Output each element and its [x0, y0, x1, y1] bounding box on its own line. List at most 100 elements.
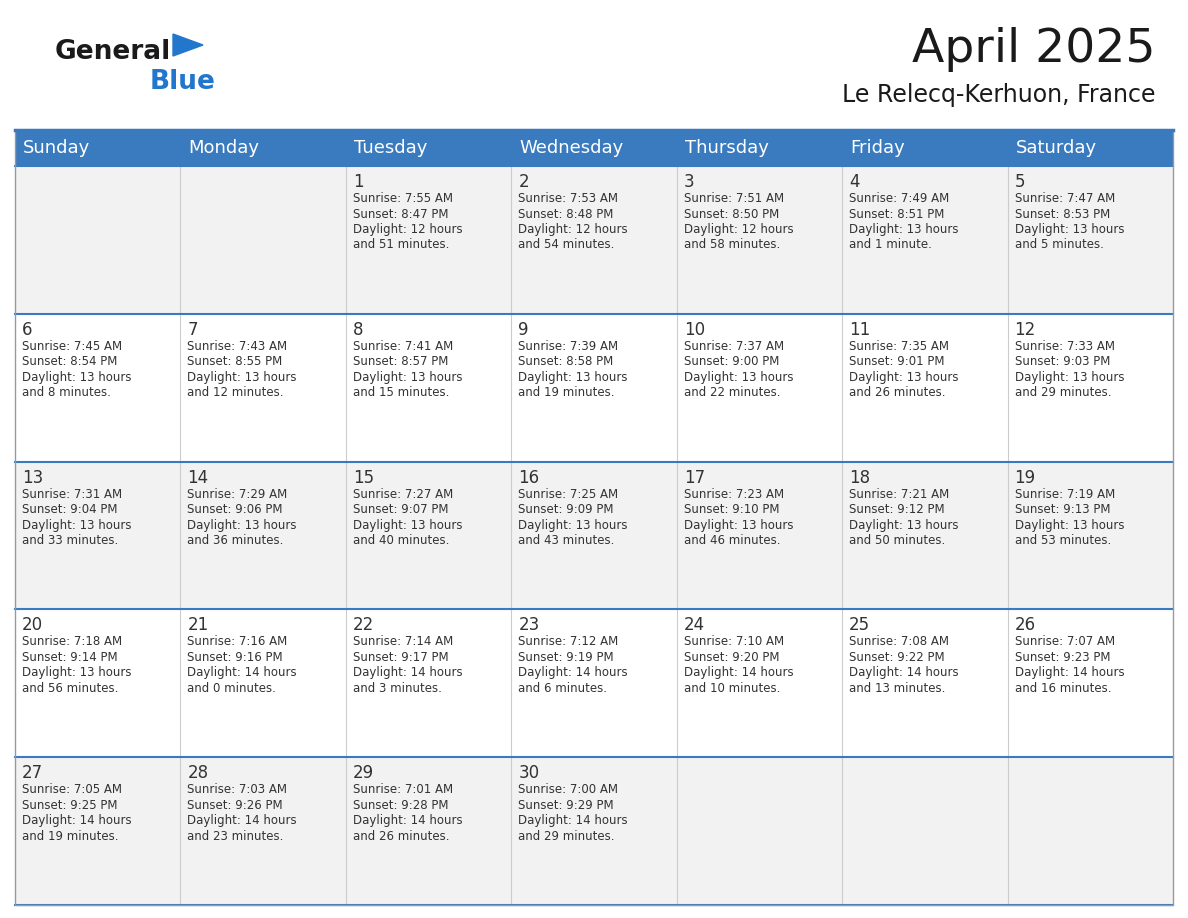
- Text: 9: 9: [518, 320, 529, 339]
- Text: Tuesday: Tuesday: [354, 139, 428, 157]
- Bar: [15, 757, 1173, 905]
- Text: 23: 23: [518, 616, 539, 634]
- Text: 2: 2: [518, 173, 529, 191]
- Text: Blue: Blue: [150, 69, 216, 95]
- Text: Daylight: 14 hours: Daylight: 14 hours: [353, 666, 462, 679]
- Text: Sunset: 8:53 PM: Sunset: 8:53 PM: [1015, 207, 1110, 220]
- Text: Sunrise: 7:19 AM: Sunrise: 7:19 AM: [1015, 487, 1114, 500]
- Text: Sunset: 9:25 PM: Sunset: 9:25 PM: [23, 799, 118, 812]
- Text: Sunset: 8:47 PM: Sunset: 8:47 PM: [353, 207, 448, 220]
- Text: Sunset: 9:12 PM: Sunset: 9:12 PM: [849, 503, 944, 516]
- Text: 24: 24: [684, 616, 704, 634]
- Text: Sunrise: 7:33 AM: Sunrise: 7:33 AM: [1015, 340, 1114, 353]
- Text: and 23 minutes.: and 23 minutes.: [188, 830, 284, 843]
- Text: 21: 21: [188, 616, 209, 634]
- Text: 22: 22: [353, 616, 374, 634]
- Text: 30: 30: [518, 764, 539, 782]
- Text: Sunrise: 7:07 AM: Sunrise: 7:07 AM: [1015, 635, 1114, 648]
- Text: and 33 minutes.: and 33 minutes.: [23, 534, 119, 547]
- Text: General: General: [55, 39, 171, 65]
- Text: Daylight: 14 hours: Daylight: 14 hours: [353, 814, 462, 827]
- Text: Sunset: 9:23 PM: Sunset: 9:23 PM: [1015, 651, 1110, 664]
- Text: Daylight: 14 hours: Daylight: 14 hours: [188, 666, 297, 679]
- Text: and 29 minutes.: and 29 minutes.: [1015, 386, 1111, 399]
- Text: Sunrise: 7:45 AM: Sunrise: 7:45 AM: [23, 340, 122, 353]
- Text: 12: 12: [1015, 320, 1036, 339]
- Text: 28: 28: [188, 764, 209, 782]
- Text: and 56 minutes.: and 56 minutes.: [23, 682, 119, 695]
- Text: and 10 minutes.: and 10 minutes.: [684, 682, 781, 695]
- Text: 19: 19: [1015, 468, 1036, 487]
- Text: Daylight: 13 hours: Daylight: 13 hours: [518, 371, 627, 384]
- Text: Sunset: 9:01 PM: Sunset: 9:01 PM: [849, 355, 944, 368]
- Text: Daylight: 13 hours: Daylight: 13 hours: [518, 519, 627, 532]
- Text: Daylight: 14 hours: Daylight: 14 hours: [188, 814, 297, 827]
- Text: Daylight: 13 hours: Daylight: 13 hours: [188, 519, 297, 532]
- Text: and 5 minutes.: and 5 minutes.: [1015, 239, 1104, 252]
- Text: Sunrise: 7:12 AM: Sunrise: 7:12 AM: [518, 635, 619, 648]
- Text: Saturday: Saturday: [1016, 139, 1097, 157]
- Text: Sunset: 9:28 PM: Sunset: 9:28 PM: [353, 799, 448, 812]
- Text: Sunrise: 7:47 AM: Sunrise: 7:47 AM: [1015, 192, 1114, 205]
- Text: 17: 17: [684, 468, 704, 487]
- Text: and 15 minutes.: and 15 minutes.: [353, 386, 449, 399]
- Text: Sunset: 8:55 PM: Sunset: 8:55 PM: [188, 355, 283, 368]
- Text: Le Relecq-Kerhuon, France: Le Relecq-Kerhuon, France: [841, 83, 1155, 107]
- Text: Friday: Friday: [851, 139, 905, 157]
- Text: Daylight: 13 hours: Daylight: 13 hours: [353, 519, 462, 532]
- Text: 16: 16: [518, 468, 539, 487]
- Text: Sunset: 9:22 PM: Sunset: 9:22 PM: [849, 651, 944, 664]
- Bar: [15, 130, 1173, 905]
- Text: Sunset: 9:09 PM: Sunset: 9:09 PM: [518, 503, 614, 516]
- Text: Sunset: 9:04 PM: Sunset: 9:04 PM: [23, 503, 118, 516]
- Text: Daylight: 14 hours: Daylight: 14 hours: [518, 666, 628, 679]
- Text: and 36 minutes.: and 36 minutes.: [188, 534, 284, 547]
- Text: Daylight: 14 hours: Daylight: 14 hours: [23, 814, 132, 827]
- Text: 18: 18: [849, 468, 871, 487]
- Text: Sunrise: 7:43 AM: Sunrise: 7:43 AM: [188, 340, 287, 353]
- Text: and 13 minutes.: and 13 minutes.: [849, 682, 946, 695]
- Text: 10: 10: [684, 320, 704, 339]
- Text: 14: 14: [188, 468, 209, 487]
- Text: Sunrise: 7:41 AM: Sunrise: 7:41 AM: [353, 340, 453, 353]
- Text: 13: 13: [23, 468, 43, 487]
- Text: Sunrise: 7:10 AM: Sunrise: 7:10 AM: [684, 635, 784, 648]
- Text: and 19 minutes.: and 19 minutes.: [518, 386, 614, 399]
- Text: and 0 minutes.: and 0 minutes.: [188, 682, 277, 695]
- Text: Sunrise: 7:49 AM: Sunrise: 7:49 AM: [849, 192, 949, 205]
- Text: Sunrise: 7:53 AM: Sunrise: 7:53 AM: [518, 192, 618, 205]
- Text: Daylight: 14 hours: Daylight: 14 hours: [518, 814, 628, 827]
- Text: Daylight: 13 hours: Daylight: 13 hours: [23, 519, 132, 532]
- Text: and 50 minutes.: and 50 minutes.: [849, 534, 946, 547]
- Text: Sunset: 8:57 PM: Sunset: 8:57 PM: [353, 355, 448, 368]
- Text: and 3 minutes.: and 3 minutes.: [353, 682, 442, 695]
- Text: Sunset: 8:54 PM: Sunset: 8:54 PM: [23, 355, 118, 368]
- Text: and 16 minutes.: and 16 minutes.: [1015, 682, 1111, 695]
- Text: 20: 20: [23, 616, 43, 634]
- Text: Sunrise: 7:27 AM: Sunrise: 7:27 AM: [353, 487, 453, 500]
- Text: Daylight: 13 hours: Daylight: 13 hours: [23, 371, 132, 384]
- Text: 4: 4: [849, 173, 860, 191]
- Text: Sunrise: 7:29 AM: Sunrise: 7:29 AM: [188, 487, 287, 500]
- Text: 27: 27: [23, 764, 43, 782]
- Text: Sunset: 9:29 PM: Sunset: 9:29 PM: [518, 799, 614, 812]
- Text: and 22 minutes.: and 22 minutes.: [684, 386, 781, 399]
- Bar: [15, 166, 1173, 314]
- Text: and 12 minutes.: and 12 minutes.: [188, 386, 284, 399]
- Text: 15: 15: [353, 468, 374, 487]
- Text: Sunrise: 7:37 AM: Sunrise: 7:37 AM: [684, 340, 784, 353]
- Text: Sunset: 8:50 PM: Sunset: 8:50 PM: [684, 207, 779, 220]
- Text: Sunrise: 7:51 AM: Sunrise: 7:51 AM: [684, 192, 784, 205]
- Text: Daylight: 13 hours: Daylight: 13 hours: [23, 666, 132, 679]
- Bar: [15, 314, 1173, 462]
- Text: Sunrise: 7:18 AM: Sunrise: 7:18 AM: [23, 635, 122, 648]
- Text: Sunrise: 7:55 AM: Sunrise: 7:55 AM: [353, 192, 453, 205]
- Text: Daylight: 13 hours: Daylight: 13 hours: [849, 519, 959, 532]
- Text: Daylight: 14 hours: Daylight: 14 hours: [1015, 666, 1124, 679]
- Text: 1: 1: [353, 173, 364, 191]
- Text: Daylight: 12 hours: Daylight: 12 hours: [353, 223, 462, 236]
- Text: and 26 minutes.: and 26 minutes.: [353, 830, 449, 843]
- Text: and 40 minutes.: and 40 minutes.: [353, 534, 449, 547]
- Text: 11: 11: [849, 320, 871, 339]
- Text: Sunrise: 7:23 AM: Sunrise: 7:23 AM: [684, 487, 784, 500]
